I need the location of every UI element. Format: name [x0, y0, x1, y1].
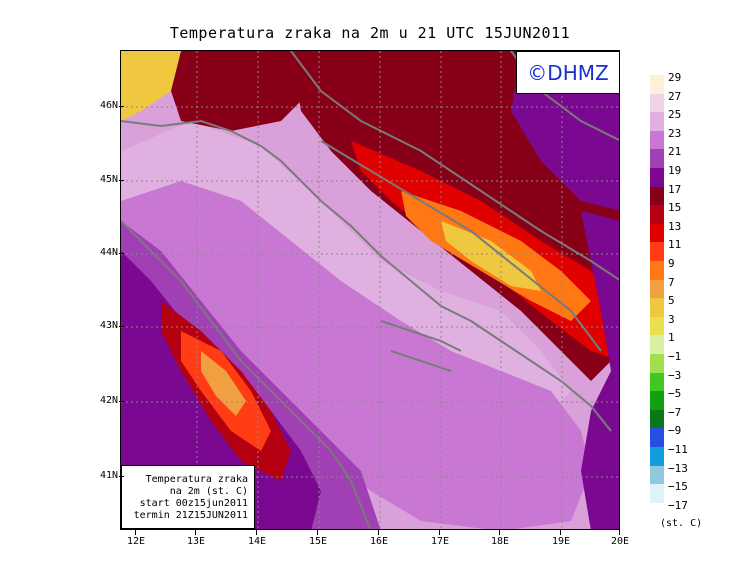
legend-label: −3 — [668, 368, 682, 382]
legend-label: −11 — [668, 443, 688, 456]
legend-label: 7 — [668, 275, 675, 289]
alps-cold — [121, 51, 181, 121]
legend-swatch — [650, 75, 664, 94]
lon-label: 12E — [116, 530, 156, 547]
lon-label: 20E — [600, 530, 640, 547]
legend-label: −5 — [668, 387, 682, 401]
legend-swatch — [650, 279, 664, 299]
legend-swatch — [650, 149, 664, 168]
albania-land — [581, 211, 619, 529]
legend-label: 23 — [668, 126, 682, 140]
legend-swatch — [650, 354, 664, 373]
legend-label: −15 — [668, 480, 688, 494]
map-title: Temperatura zraka na 2m u 21 UTC 15JUN20… — [169, 24, 571, 42]
legend-swatch — [650, 465, 664, 485]
legend-swatch — [650, 316, 664, 336]
legend-label: −13 — [668, 461, 688, 475]
lat-label: 41N — [84, 471, 124, 481]
lat-label: 42N — [84, 396, 124, 406]
dhmz-brand-label: ©DHMZ — [516, 51, 620, 94]
lat-label: 44N — [84, 248, 124, 258]
info-line-termin: termin 21Z15JUN2011 — [133, 510, 248, 521]
legend-label: 13 — [668, 219, 682, 233]
temperature-map — [120, 50, 620, 530]
legend-swatch — [650, 93, 664, 113]
legend-swatch — [650, 484, 664, 503]
map-canvas — [121, 51, 619, 529]
legend-label: −7 — [668, 405, 682, 419]
legend-swatch — [650, 168, 664, 187]
lon-label: 15E — [298, 530, 338, 547]
legend-swatch — [650, 372, 664, 392]
legend-swatch — [650, 205, 664, 224]
lon-label: 17E — [420, 530, 460, 547]
info-box: Temperatura zraka na 2m (st. C) start 00… — [121, 465, 255, 529]
lon-label: 13E — [176, 530, 216, 547]
southern-adriatic — [121, 181, 591, 529]
legend-label: 1 — [668, 331, 675, 345]
coastlines — [121, 51, 619, 529]
legend-label: 3 — [668, 312, 675, 326]
legend-label: 21 — [668, 145, 682, 159]
lon-label: 16E — [359, 530, 399, 547]
northern-italy — [171, 51, 311, 131]
legend-units: (st. C) — [660, 518, 703, 529]
legend-label: −17 — [668, 498, 688, 512]
legend-swatch — [650, 298, 664, 317]
legend-label: 25 — [668, 108, 682, 122]
legend-swatch — [650, 391, 664, 410]
legend-label: −1 — [668, 350, 682, 363]
info-line-variable: Temperatura zraka — [145, 474, 248, 485]
legend-swatch — [650, 112, 664, 131]
dinaric-peak — [441, 221, 541, 291]
legend-label: 27 — [668, 89, 682, 103]
lat-label: 45N — [84, 175, 124, 185]
legend-label: 29 — [668, 71, 682, 84]
legend-swatch — [650, 261, 664, 280]
lat-label: 43N — [84, 321, 124, 331]
lat-label: 46N — [84, 101, 124, 111]
legend-swatch — [650, 130, 664, 150]
info-line-units: na 2m (st. C) — [169, 486, 248, 497]
legend-label: 17 — [668, 182, 682, 196]
legend-label: −9 — [668, 424, 682, 438]
legend-swatch — [650, 409, 664, 429]
info-line-start: start 00z15jun2011 — [139, 498, 248, 509]
legend-swatch — [650, 335, 664, 354]
legend-label: 5 — [668, 294, 675, 308]
graticule — [121, 51, 619, 529]
lon-label: 18E — [480, 530, 520, 547]
legend-swatch — [650, 447, 664, 466]
lon-label: 19E — [541, 530, 581, 547]
legend-swatch — [650, 242, 664, 261]
legend-swatch — [650, 223, 664, 243]
legend-label: 9 — [668, 257, 675, 270]
legend-label: 19 — [668, 164, 682, 177]
apennine-peak — [201, 351, 246, 416]
legend-label: 15 — [668, 201, 682, 215]
legend-swatch — [650, 186, 664, 206]
legend-label: 11 — [668, 238, 682, 252]
legend-swatch — [650, 428, 664, 447]
adriatic-warm-band — [121, 121, 571, 411]
lon-label: 14E — [237, 530, 277, 547]
